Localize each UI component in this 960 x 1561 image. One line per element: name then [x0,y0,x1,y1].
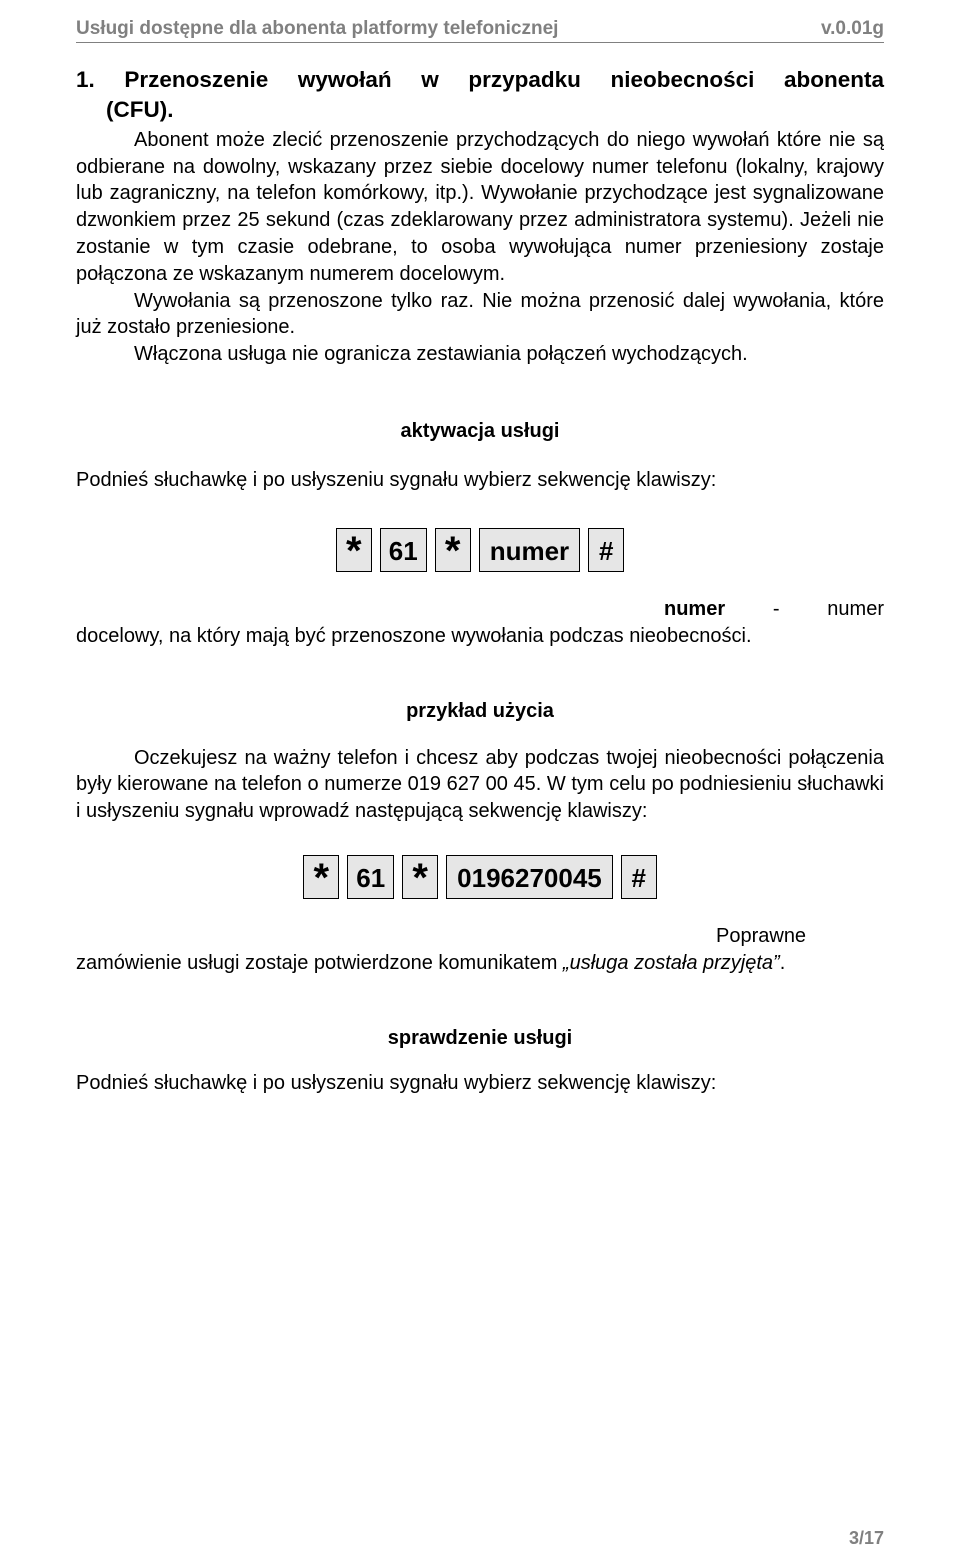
key-61: 61 [347,855,394,899]
key-star: * [402,855,438,899]
page-header: Usługi dostępne dla abonenta platformy t… [76,18,884,43]
key-star: * [336,528,372,572]
body-paragraph-3: Włączona usługa nie ogranicza zestawiani… [76,341,884,368]
page: Usługi dostępne dla abonenta platformy t… [0,0,960,1561]
header-title: Usługi dostępne dla abonenta platformy t… [76,18,558,40]
activation-key-row: * 61 * numer # [76,528,884,572]
page-footer: 3/17 [849,1528,884,1549]
example-key-row: * 61 * 0196270045 # [76,855,884,899]
key-hash: # [588,528,624,572]
activation-description: numer - numer docelowy, na który mają by… [76,596,884,650]
confirm-lead: Poprawne [716,925,806,947]
example-paragraph: Oczekujesz na ważny telefon i chcesz aby… [76,745,884,825]
body-paragraph-1: Abonent może zlecić przenoszenie przycho… [76,127,884,288]
confirm-italic: „usługa została przyjęta” [563,952,780,974]
activation-instruction: Podnieś słuchawkę i po usłyszeniu sygnał… [76,469,884,492]
key-star: * [303,855,339,899]
check-heading: sprawdzenie usługi [76,1027,884,1050]
desc-sep: - [725,598,827,620]
header-version: v.0.01g [821,18,884,40]
key-hash: # [621,855,657,899]
confirm-text-a: zamówienie usługi zostaje potwierdzone k… [76,952,563,974]
body-paragraph-2: Wywołania są przenoszone tylko raz. Nie … [76,288,884,342]
section-title-line1: 1. Przenoszenie wywołań w przypadku nieo… [76,63,884,97]
activation-heading: aktywacja usługi [76,420,884,443]
desc-lead: numer [664,598,725,620]
key-star: * [435,528,471,572]
key-61: 61 [380,528,427,572]
section-title-line2: (CFU). [76,97,884,123]
example-confirmation: Poprawne zamówienie usługi zostaje potwi… [76,923,884,977]
example-heading: przykład użycia [76,700,884,723]
confirm-text-b: . [780,952,786,974]
check-instruction: Podnieś słuchawkę i po usłyszeniu sygnał… [76,1072,884,1095]
key-number: 0196270045 [446,855,613,899]
key-numer: numer [479,528,580,572]
